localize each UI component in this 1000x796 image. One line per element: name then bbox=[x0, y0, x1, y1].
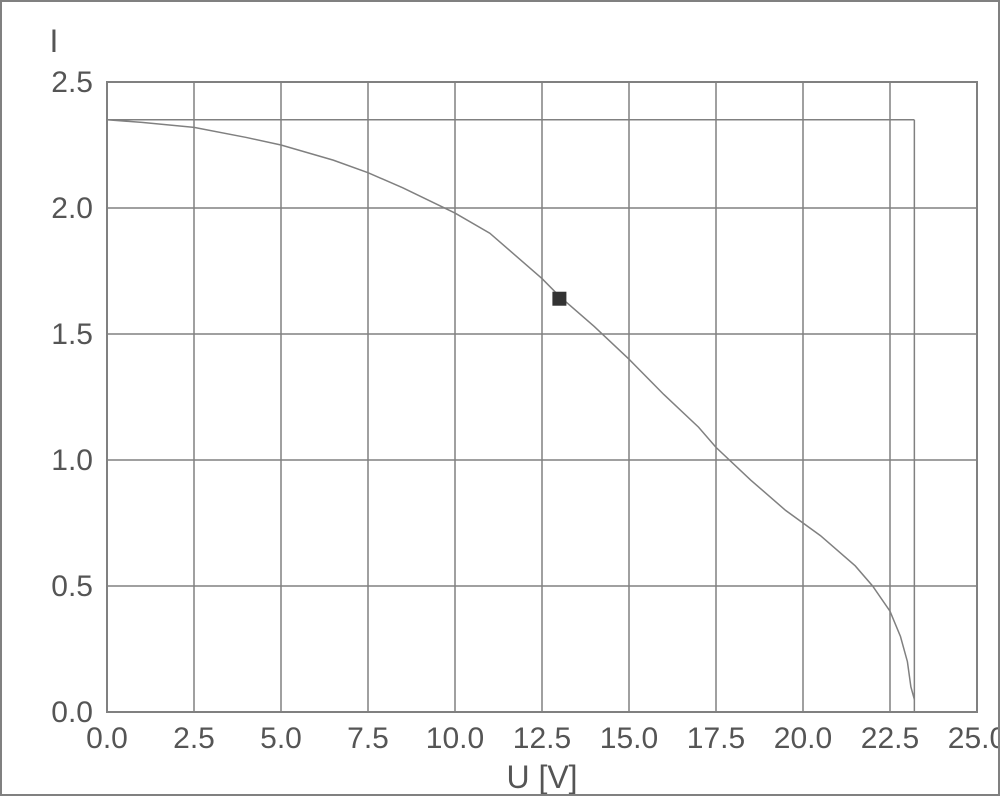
y-tick-label: 0.0 bbox=[51, 696, 93, 729]
x-tick-label: 10.0 bbox=[426, 722, 484, 755]
x-tick-label: 5.0 bbox=[260, 722, 302, 755]
y-tick-label: 1.0 bbox=[51, 444, 93, 477]
x-tick-label: 20.0 bbox=[774, 722, 832, 755]
x-tick-label: 25.0 bbox=[948, 722, 998, 755]
iv-chart: 0.0 2.5 5.0 7.5 10.0 12.5 15.0 17.5 20.0 22.5 25.0… bbox=[0, 0, 1000, 796]
mpp-marker bbox=[552, 292, 566, 306]
x-axis-title: U [V] bbox=[506, 759, 577, 794]
x-tick-label: 7.5 bbox=[347, 722, 389, 755]
chart-background bbox=[2, 2, 998, 794]
y-tick-label: 1.5 bbox=[51, 318, 93, 351]
x-tick-label: 15.0 bbox=[600, 722, 658, 755]
y-axis-title: I bbox=[50, 23, 59, 59]
x-tick-label: 17.5 bbox=[687, 722, 745, 755]
y-tick-label: 2.0 bbox=[51, 192, 93, 225]
x-tick-label: 22.5 bbox=[861, 722, 919, 755]
chart-svg: 0.0 2.5 5.0 7.5 10.0 12.5 15.0 17.5 20.0 22.5 25.0… bbox=[2, 2, 998, 794]
y-tick-label: 0.5 bbox=[51, 570, 93, 603]
x-tick-label: 2.5 bbox=[173, 722, 215, 755]
y-tick-label: 2.5 bbox=[51, 66, 93, 99]
x-tick-label: 12.5 bbox=[513, 722, 571, 755]
